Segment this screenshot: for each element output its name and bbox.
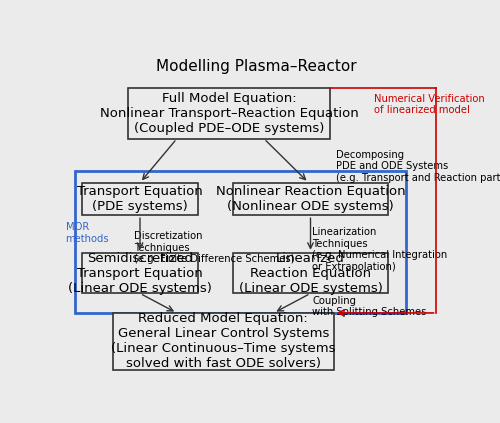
Text: Coupling
with Splitting Schemes: Coupling with Splitting Schemes: [312, 296, 427, 317]
FancyBboxPatch shape: [233, 253, 388, 294]
Text: Full Model Equation:
Nonlinear Transport–Reaction Equation
(Coupled PDE–ODE syst: Full Model Equation: Nonlinear Transport…: [100, 92, 358, 135]
Text: Transport Equation
(PDE systems): Transport Equation (PDE systems): [77, 185, 203, 213]
FancyBboxPatch shape: [233, 183, 388, 215]
Text: Numerical Verification
of linearized model: Numerical Verification of linearized mod…: [374, 94, 485, 115]
Text: MOR
methods: MOR methods: [66, 222, 109, 244]
Text: Discretization
Techniques
(e.g. Finite Difference Schemes): Discretization Techniques (e.g. Finite D…: [134, 231, 294, 264]
Text: Linearized
Reaction Equation
(Linear ODE systems): Linearized Reaction Equation (Linear ODE…: [238, 252, 382, 294]
Text: Semidiscretized
Transport Equation
(Linear ODE systems): Semidiscretized Transport Equation (Line…: [68, 252, 212, 294]
Text: Nonlinear Reaction Equation
(Nonlinear ODE systems): Nonlinear Reaction Equation (Nonlinear O…: [216, 185, 406, 213]
Text: Decomposing
PDE and ODE Systems
(e.g. Transport and Reaction part): Decomposing PDE and ODE Systems (e.g. Tr…: [336, 150, 500, 183]
FancyBboxPatch shape: [128, 88, 330, 139]
Text: Reduced Model Equation:
General Linear Control Systems
(Linear Continuous–Time s: Reduced Model Equation: General Linear C…: [111, 313, 336, 371]
FancyBboxPatch shape: [113, 313, 334, 370]
Text: Modelling Plasma–Reactor: Modelling Plasma–Reactor: [156, 59, 356, 74]
FancyBboxPatch shape: [82, 253, 198, 294]
FancyBboxPatch shape: [82, 183, 198, 215]
Text: Linearization
Techniques
(e.g. Numerical Integration
or Extrapolation): Linearization Techniques (e.g. Numerical…: [312, 227, 448, 272]
